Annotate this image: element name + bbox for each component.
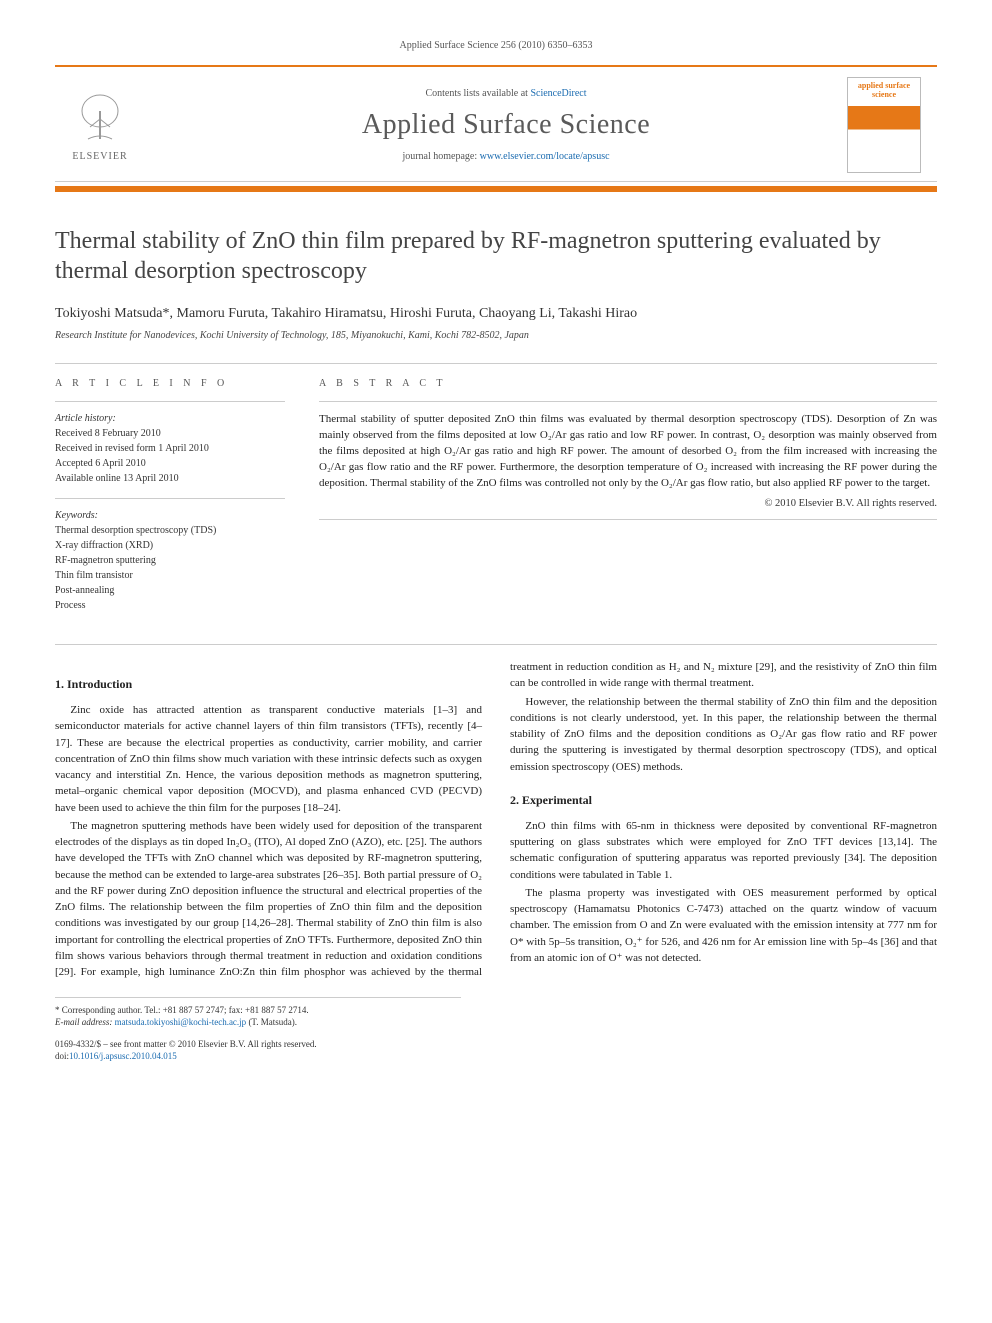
corresponding-author: * Corresponding author. Tel.: +81 887 57… <box>55 1004 461 1016</box>
contents-list-line: Contents lists available at ScienceDirec… <box>177 88 835 99</box>
publisher-logo: ELSEVIER <box>55 80 145 170</box>
article-info-heading: a r t i c l e i n f o <box>55 378 285 389</box>
article-info-col: a r t i c l e i n f o Article history: R… <box>55 378 285 614</box>
homepage-link[interactable]: www.elsevier.com/locate/apsusc <box>480 151 610 162</box>
keyword: Process <box>55 599 285 613</box>
footnotes: * Corresponding author. Tel.: +81 887 57… <box>55 997 461 1028</box>
article-title: Thermal stability of ZnO thin film prepa… <box>55 226 937 286</box>
keywords-head: Keywords: <box>55 509 285 523</box>
footer-meta: 0169-4332/$ – see front matter © 2010 El… <box>55 1038 937 1062</box>
homepage-prefix: journal homepage: <box>402 151 479 162</box>
body-paragraph: However, the relationship between the th… <box>510 694 937 775</box>
keyword: Thin film transistor <box>55 569 285 583</box>
sciencedirect-link[interactable]: ScienceDirect <box>530 88 586 99</box>
section-heading-intro: 1. Introduction <box>55 677 482 692</box>
journal-homepage-line: journal homepage: www.elsevier.com/locat… <box>177 151 835 162</box>
doi-label: doi: <box>55 1051 69 1061</box>
body-paragraph: The plasma property was investigated wit… <box>510 885 937 966</box>
doi-link[interactable]: 10.1016/j.apsusc.2010.04.015 <box>69 1051 177 1061</box>
body-columns: 1. Introduction Zinc oxide has attracted… <box>55 659 937 981</box>
author-list: Tokiyoshi Matsuda*, Mamoru Furuta, Takah… <box>55 306 937 322</box>
online-date: Available online 13 April 2010 <box>55 472 285 486</box>
rule <box>55 498 285 499</box>
info-abstract-grid: a r t i c l e i n f o Article history: R… <box>55 378 937 614</box>
journal-cover-thumb: applied surface science <box>847 77 921 173</box>
masthead: ELSEVIER Contents lists available at Sci… <box>55 65 937 182</box>
email-label: E-mail address: <box>55 1017 115 1027</box>
contents-prefix: Contents lists available at <box>425 88 530 99</box>
rule <box>55 401 285 402</box>
abstract-heading: a b s t r a c t <box>319 378 937 389</box>
email-line: E-mail address: matsuda.tokiyoshi@kochi-… <box>55 1016 461 1028</box>
affiliation: Research Institute for Nanodevices, Koch… <box>55 330 937 341</box>
keyword: X-ray diffraction (XRD) <box>55 539 285 553</box>
masthead-center: Contents lists available at ScienceDirec… <box>177 88 835 162</box>
front-matter: 0169-4332/$ – see front matter © 2010 El… <box>55 1038 937 1050</box>
article-history: Article history: Received 8 February 201… <box>55 412 285 486</box>
publisher-name: ELSEVIER <box>72 151 127 162</box>
journal-thumb-title: applied surface science <box>848 82 920 100</box>
abstract-text: Thermal stability of sputter deposited Z… <box>319 412 937 492</box>
rule <box>319 519 937 520</box>
keyword: Thermal desorption spectroscopy (TDS) <box>55 524 285 538</box>
keyword: RF-magnetron sputtering <box>55 554 285 568</box>
section-heading-experimental: 2. Experimental <box>510 793 937 808</box>
revised-date: Received in revised form 1 April 2010 <box>55 442 285 456</box>
abstract-copyright: © 2010 Elsevier B.V. All rights reserved… <box>319 498 937 509</box>
elsevier-tree-icon <box>70 89 130 149</box>
journal-name: Applied Surface Science <box>177 109 835 141</box>
accent-bar <box>55 186 937 192</box>
rule <box>319 401 937 402</box>
abstract-col: a b s t r a c t Thermal stability of spu… <box>319 378 937 614</box>
keyword: Post-annealing <box>55 584 285 598</box>
email-link[interactable]: matsuda.tokiyoshi@kochi-tech.ac.jp <box>115 1017 247 1027</box>
rule <box>55 363 937 364</box>
doi-line: doi:10.1016/j.apsusc.2010.04.015 <box>55 1050 937 1062</box>
email-suffix: (T. Matsuda). <box>246 1017 297 1027</box>
rule <box>55 644 937 645</box>
running-head: Applied Surface Science 256 (2010) 6350–… <box>55 40 937 51</box>
history-head: Article history: <box>55 412 285 426</box>
keywords-block: Keywords: Thermal desorption spectroscop… <box>55 509 285 613</box>
received-date: Received 8 February 2010 <box>55 427 285 441</box>
body-paragraph: ZnO thin films with 65-nm in thickness w… <box>510 818 937 883</box>
accepted-date: Accepted 6 April 2010 <box>55 457 285 471</box>
body-paragraph: Zinc oxide has attracted attention as tr… <box>55 702 482 816</box>
